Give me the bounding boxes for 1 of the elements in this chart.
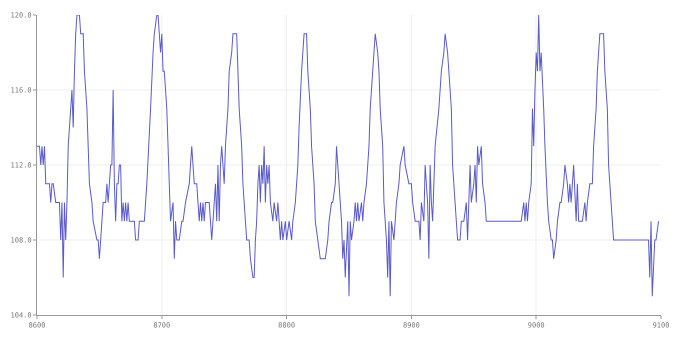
line-series bbox=[37, 15, 659, 297]
